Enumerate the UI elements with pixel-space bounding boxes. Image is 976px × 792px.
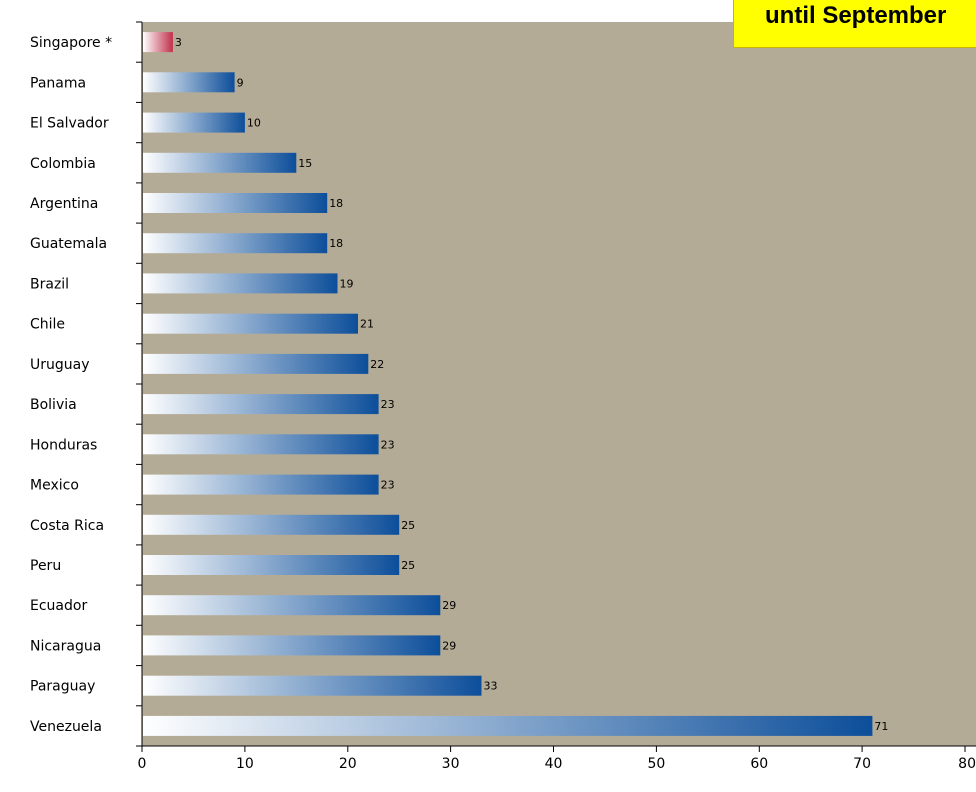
category-label-14: Ecuador	[30, 598, 87, 614]
x-tick-label-8: 80	[958, 756, 976, 772]
data-label-8: 22	[370, 358, 384, 371]
category-label-12: Costa Rica	[30, 518, 104, 534]
data-label-0: 3	[175, 36, 182, 49]
bar-11	[143, 474, 379, 495]
bars-group: 3 9 10 15 18 18 19 21 22 23 23 23 25 25 29 29 33 71	[143, 32, 888, 736]
bar-6	[143, 273, 338, 294]
data-label-11: 23	[381, 479, 395, 492]
data-label-15: 29	[442, 639, 456, 652]
x-tick-label-5: 50	[647, 756, 665, 772]
category-label-11: Mexico	[30, 478, 79, 494]
x-tick-label-2: 20	[339, 756, 357, 772]
data-label-6: 19	[340, 277, 354, 290]
data-label-4: 18	[329, 197, 343, 210]
x-tick-label-6: 60	[750, 756, 768, 772]
x-tick-label-7: 70	[853, 756, 871, 772]
category-label-2: El Salvador	[30, 116, 109, 132]
bar-3	[143, 152, 297, 173]
category-label-6: Brazil	[30, 276, 69, 292]
data-label-2: 10	[247, 117, 261, 130]
category-label-1: Panama	[30, 75, 86, 91]
category-label-8: Uruguay	[30, 357, 90, 373]
category-label-4: Argentina	[30, 196, 98, 212]
x-tick-label-3: 30	[442, 756, 460, 772]
category-label-0: Singapore *	[30, 35, 112, 51]
bar-10	[143, 434, 379, 455]
data-label-7: 21	[360, 318, 374, 331]
x-tick-label-0: 0	[138, 756, 147, 772]
axes-group: Singapore * Panama El Salvador Colombia Arge…	[30, 21, 976, 772]
category-label-15: Nicaragua	[30, 638, 101, 654]
bar-12	[143, 514, 400, 535]
data-label-12: 25	[401, 519, 415, 532]
data-label-9: 23	[381, 398, 395, 411]
bar-15	[143, 635, 441, 656]
data-label-10: 23	[381, 438, 395, 451]
bar-17	[143, 715, 873, 736]
plot-background	[142, 22, 976, 746]
bar-7	[143, 313, 358, 334]
data-label-16: 33	[484, 680, 498, 693]
category-label-9: Bolivia	[30, 397, 77, 413]
bar-9	[143, 394, 379, 415]
bar-16	[143, 675, 482, 696]
category-label-5: Guatemala	[30, 236, 107, 252]
data-label-14: 29	[442, 599, 456, 612]
data-label-3: 15	[298, 157, 312, 170]
x-tick-label-4: 40	[545, 756, 563, 772]
bar-5	[143, 233, 328, 254]
bar-1	[143, 72, 235, 93]
data-label-17: 71	[874, 720, 888, 733]
bar-13	[143, 555, 400, 575]
bar-14	[143, 595, 441, 616]
category-label-10: Honduras	[30, 437, 97, 453]
category-label-3: Colombia	[30, 156, 96, 172]
banner-text: until September	[765, 2, 947, 29]
category-label-13: Peru	[30, 558, 61, 574]
category-label-7: Chile	[30, 317, 65, 333]
bar-0	[143, 32, 173, 53]
category-label-17: Venezuela	[30, 719, 102, 735]
bar-4	[143, 193, 328, 213]
bar-2	[143, 112, 245, 133]
data-label-5: 18	[329, 237, 343, 250]
data-label-13: 25	[401, 559, 415, 572]
data-label-1: 9	[237, 76, 244, 89]
category-label-16: Paraguay	[30, 679, 95, 695]
period-banner: until September	[733, 0, 976, 48]
bar-8	[143, 353, 369, 374]
x-tick-label-1: 10	[236, 756, 254, 772]
